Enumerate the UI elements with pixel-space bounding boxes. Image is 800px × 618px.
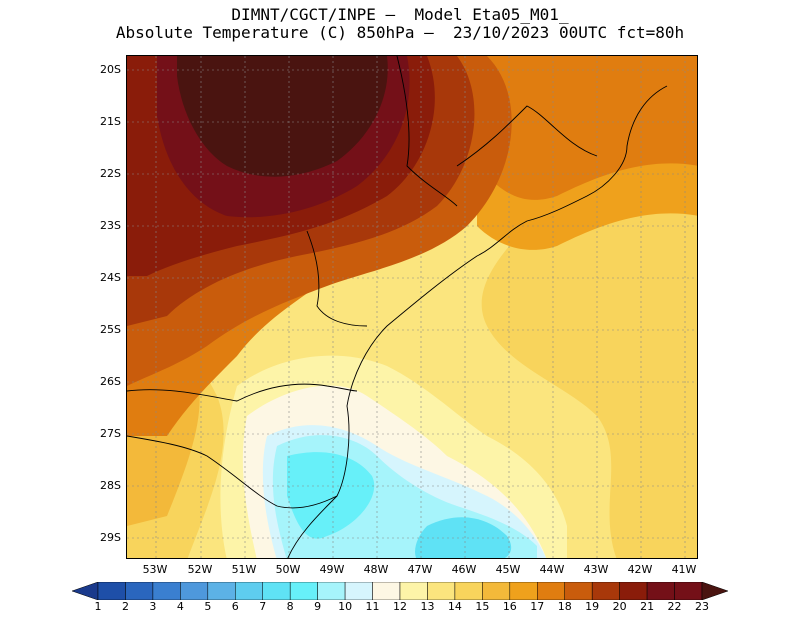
colorbar-label: 1 xyxy=(94,600,102,613)
colorbar xyxy=(72,582,728,600)
colorbar-swatch xyxy=(152,582,181,600)
colorbar-label: 7 xyxy=(259,600,267,613)
state-border-1 xyxy=(127,383,358,402)
colorbar-label: 16 xyxy=(502,600,517,613)
lon-label-50w: 50W xyxy=(275,563,301,576)
colorbar-swatch xyxy=(509,582,538,600)
state-border-4 xyxy=(396,56,458,207)
lon-label-42w: 42W xyxy=(627,563,653,576)
colorbar-swatch xyxy=(289,582,318,600)
colorbar-swatch xyxy=(427,582,456,600)
colorbar-label: 23 xyxy=(695,600,709,613)
colorbar-label: 22 xyxy=(667,600,682,613)
band-23 xyxy=(177,56,388,177)
colorbar-swatch xyxy=(646,582,675,600)
colorbar-swatch xyxy=(344,582,373,600)
lat-label-28s: 28S xyxy=(100,479,121,492)
lon-label-47w: 47W xyxy=(407,563,433,576)
colorbar-swatch xyxy=(97,582,126,600)
title-line-1: DIMNT/CGCT/INPE – Model Eta05_M01_ xyxy=(231,5,569,24)
colorbar-swatch xyxy=(619,582,648,600)
colorbar-swatch xyxy=(674,582,703,600)
band-8b xyxy=(415,517,512,558)
colorbar-arrow-low xyxy=(72,582,99,600)
lon-label-45w: 45W xyxy=(495,563,521,576)
lon-label-44w: 44W xyxy=(539,563,565,576)
lat-label-24s: 24S xyxy=(100,271,121,284)
colorbar-label: 8 xyxy=(286,600,294,613)
colorbar-label: 21 xyxy=(640,600,655,613)
colorbar-swatch xyxy=(591,582,620,600)
colorbar-swatch xyxy=(207,582,236,600)
band-18-east xyxy=(487,56,697,200)
colorbar-label: 10 xyxy=(338,600,353,613)
colorbar-swatch xyxy=(235,582,263,600)
colorbar-label: 17 xyxy=(530,600,545,613)
colorbar-swatch xyxy=(564,582,593,600)
colorbar-swatch xyxy=(262,582,291,600)
colorbar-label: 18 xyxy=(557,600,572,613)
lon-label-52w: 52W xyxy=(187,563,213,576)
lon-label-46w: 46W xyxy=(451,563,477,576)
colorbar-swatch xyxy=(399,582,428,600)
colorbar-label: 15 xyxy=(475,600,490,613)
colorbar-swatch xyxy=(372,582,401,600)
colorbar-label: 9 xyxy=(314,600,322,613)
colorbar-swatch xyxy=(454,582,483,600)
colorbar-label: 11 xyxy=(365,600,380,613)
colorbar-swatch xyxy=(482,582,511,600)
colorbar-label: 14 xyxy=(447,600,462,613)
colorbar-label: 2 xyxy=(121,600,129,613)
colorbar-label: 4 xyxy=(176,600,184,613)
colorbar-arrow-high xyxy=(701,582,728,600)
state-border-2 xyxy=(127,435,338,509)
lon-label-53w: 53W xyxy=(142,563,168,576)
lat-label-20s: 20S xyxy=(100,63,121,76)
lon-label-41w: 41W xyxy=(671,563,697,576)
colorbar-label: 19 xyxy=(585,600,600,613)
colorbar-swatch xyxy=(317,582,346,600)
colorbar-label: 3 xyxy=(149,600,157,613)
lat-label-29s: 29S xyxy=(100,531,121,544)
colorbar-label: 5 xyxy=(204,600,212,613)
lat-label-25s: 25S xyxy=(100,323,121,336)
lon-label-49w: 49W xyxy=(319,563,345,576)
lon-label-43w: 43W xyxy=(583,563,609,576)
colorbar-label: 20 xyxy=(612,600,627,613)
lat-label-21s: 21S xyxy=(100,115,121,128)
colorbar-swatch xyxy=(125,582,154,600)
colorbar-label: 13 xyxy=(420,600,435,613)
lon-label-51w: 51W xyxy=(231,563,257,576)
colorbar-label: 6 xyxy=(231,600,239,613)
lat-label-26s: 26S xyxy=(100,375,121,388)
title-line-2: Absolute Temperature (C) 850hPa – 23/10/… xyxy=(115,23,685,42)
state-border-3 xyxy=(306,230,368,327)
lat-label-22s: 22S xyxy=(100,167,121,180)
lat-label-23s: 23S xyxy=(100,219,121,232)
colorbar-swatch xyxy=(537,582,565,600)
lon-label-48w: 48W xyxy=(363,563,389,576)
band-8 xyxy=(287,452,375,539)
state-border-5 xyxy=(456,105,598,167)
colorbar-swatch xyxy=(180,582,209,600)
coastline xyxy=(287,85,668,558)
lat-label-27s: 27S xyxy=(100,427,121,440)
colorbar-label: 12 xyxy=(393,600,407,613)
temperature-map xyxy=(126,55,698,559)
